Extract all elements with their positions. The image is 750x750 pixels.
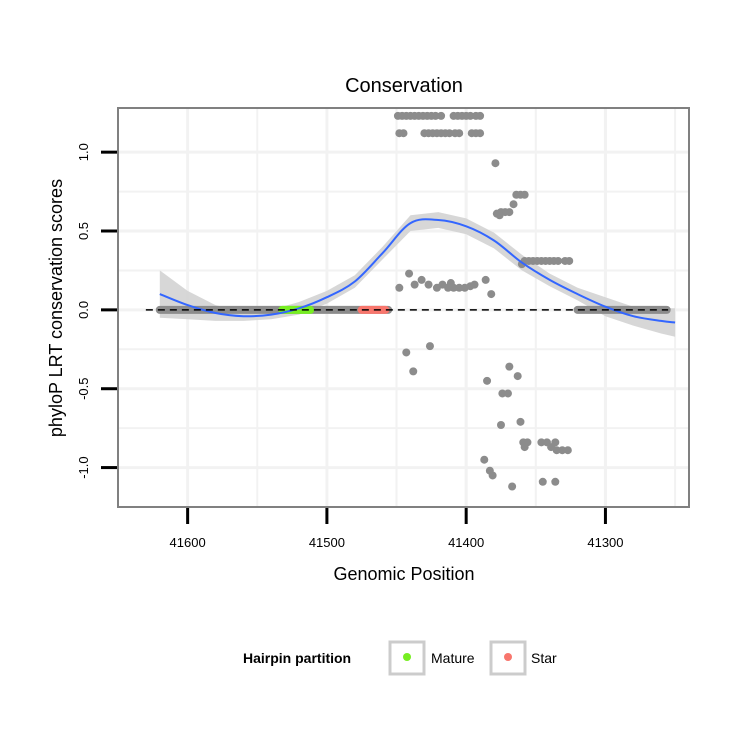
data-point [431,111,440,120]
data-point [513,372,522,381]
x-tick-label: 41600 [170,535,206,550]
data-point [483,376,492,385]
chart-title: Conservation [345,75,463,97]
data-point [437,111,446,120]
y-tick-label: 0.5 [76,222,91,240]
legend: Hairpin partition Mature Star [243,640,557,676]
data-point [520,443,529,452]
data-point [476,111,485,120]
data-point [395,283,404,292]
legend-label-star: Star [531,650,557,666]
data-point [538,477,547,486]
smooth-confidence-ribbon [159,212,676,337]
data-point [424,280,433,289]
data-point [508,482,517,491]
y-axis: -1.0 -0.5 0.0 0.5 1.0 [76,143,117,479]
data-point [516,417,525,426]
x-tick-label: 41500 [309,535,345,550]
x-tick-label: 41400 [448,535,484,550]
points-layer [393,111,574,491]
smooth-ribbon-layer [159,212,676,337]
data-point [480,455,489,464]
data-point [551,477,560,486]
data-point [495,211,504,220]
smooth-line [159,218,676,324]
data-point [445,129,454,138]
data-point [410,280,419,289]
data-point [425,342,434,351]
data-point [402,348,411,357]
data-point [417,275,426,284]
legend-title: Hairpin partition [243,650,351,666]
data-point [565,256,574,265]
x-tick-label: 41300 [587,535,623,550]
data-point [509,200,518,209]
data-point [537,438,546,447]
y-tick-label: 1.0 [76,143,91,161]
legend-item-mature: Mature [388,640,475,676]
data-point [405,269,414,278]
data-point [455,283,464,292]
data-point [487,290,496,299]
smooth-line-layer [159,218,676,324]
legend-dot-mature [403,653,411,661]
data-point [498,389,507,398]
panel-border [117,107,690,508]
data-point [409,367,418,376]
data-point [446,279,455,288]
y-tick-label: -0.5 [76,377,91,399]
data-point [505,208,514,217]
data-point [488,471,497,480]
data-point [558,446,567,455]
y-tick-label: 0.0 [76,301,91,319]
data-point [470,280,479,289]
data-point [481,275,490,284]
y-tick-label: -1.0 [76,456,91,478]
x-axis-title: Genomic Position [333,564,474,584]
x-axis: 41600 41500 41400 41300 [170,508,624,550]
y-axis-title: phyloP LRT conservation scores [46,179,66,437]
data-point [520,190,529,199]
data-point [503,389,512,398]
data-point [455,129,464,138]
legend-item-star: Star [489,640,557,676]
legend-label-mature: Mature [431,650,475,666]
legend-dot-star [504,653,512,661]
data-point [476,129,485,138]
data-point [552,446,561,455]
data-point [399,129,408,138]
data-point [466,111,475,120]
data-point [505,362,514,371]
data-point [563,446,572,455]
data-point [496,420,505,429]
data-point [491,159,500,168]
data-point [554,256,563,265]
